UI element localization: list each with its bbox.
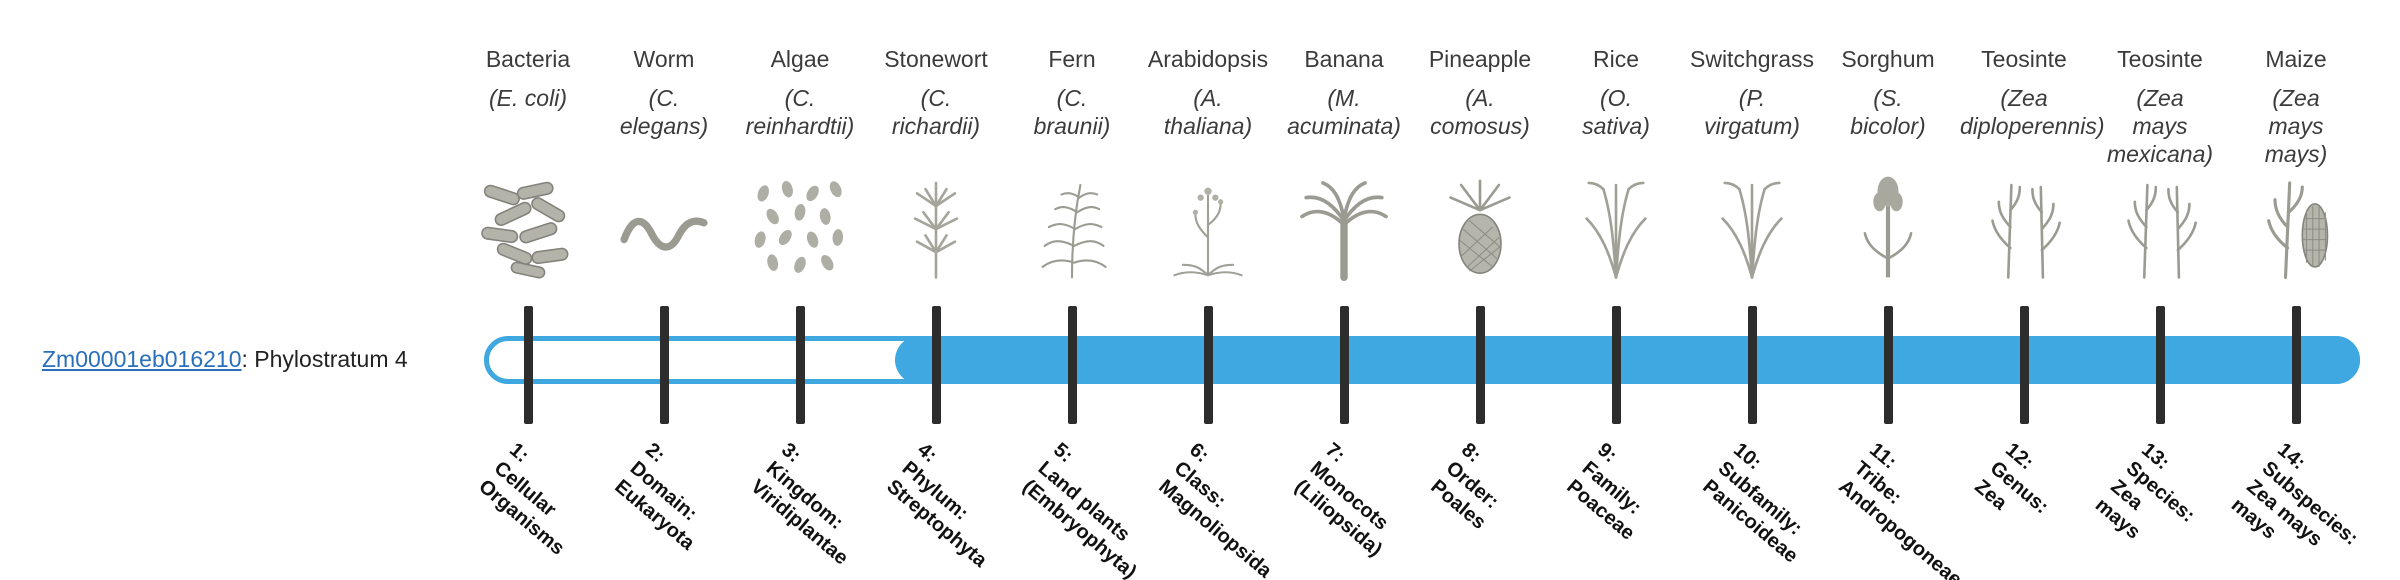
stratum-column: Teosinte (Zea mays mexicana) 13: Species:…: [2075, 0, 2245, 580]
arabidopsis-icon: [1156, 168, 1261, 286]
teosinte-icon: [1972, 168, 2077, 286]
stratum-label: 2: Domain: Eukaryota: [610, 438, 702, 555]
stratum-tick: [795, 306, 805, 424]
stratum-column: Maize (Zea mays mays) 14: Subspecies: Zea …: [2211, 0, 2381, 580]
organism-scientific-name: (M. acuminata): [1287, 85, 1401, 139]
organism-name: Arabidopsis: [1147, 46, 1269, 72]
teosinte-icon: [2108, 168, 2213, 286]
stratum-tick: [1747, 306, 1757, 424]
organism-scientific-name: (Zea mays mays): [2264, 85, 2328, 167]
stratum-tick: [659, 306, 669, 424]
gene-link[interactable]: Zm00001eb016210: [42, 346, 242, 372]
stratum-column: Fern (C. braunii) 5: Land plants (Embryoph…: [987, 0, 1157, 580]
organism-name: Switchgrass: [1690, 46, 1814, 72]
switchgrass-icon: [1700, 168, 1805, 286]
organism-scientific-name: (C. richardii): [891, 85, 981, 139]
banana-icon: [1292, 168, 1397, 286]
phylostratum-text: : Phylostratum 4: [241, 346, 408, 372]
stratum-column: Teosinte (Zea diploperennis) 12: Genus: Ze…: [1939, 0, 2109, 580]
stratum-column: Banana (M. acuminata) 7: Monocots (Liliops…: [1259, 0, 1429, 580]
stratum-tick: [1339, 306, 1349, 424]
organism-scientific-name: (C. reinhardtii): [745, 85, 855, 139]
stratum-column: Worm (C. elegans) 2: Domain: Eukaryota: [579, 0, 749, 580]
organism-scientific-name: (Zea diploperennis): [1960, 85, 2105, 139]
stratum-column: Algae (C. reinhardtii) 3: Kingdom: Viridip…: [715, 0, 885, 580]
stratum-label: 9: Family: Poaceae: [1562, 438, 1646, 545]
stratum-column: Rice (O. sativa) 9: Family: Poaceae: [1531, 0, 1701, 580]
rice-icon: [1564, 168, 1669, 286]
stratum-tick: [523, 306, 533, 424]
stratum-tick: [1067, 306, 1077, 424]
fern-icon: [1020, 168, 1125, 286]
stratum-column: Bacteria (E. coli) 1: Cellular Organisms: [443, 0, 613, 580]
organism-name: Teosinte: [1981, 46, 2067, 72]
maize-icon: [2244, 168, 2349, 286]
stratum-tick: [1611, 306, 1621, 424]
organism-scientific-name: (C. braunii): [1033, 85, 1111, 139]
stratum-column: Stonewort (C. richardii) 4: Phylum: Strept…: [851, 0, 1021, 580]
organism-name: Fern: [1048, 46, 1096, 72]
organism-scientific-name: (C. elegans): [619, 85, 709, 139]
stratum-column: Sorghum (S. bicolor) 11: Tribe: Andropogon…: [1803, 0, 1973, 580]
organism-scientific-name: (O. sativa): [1582, 85, 1650, 139]
stratum-tick: [2019, 306, 2029, 424]
gene-label: Zm00001eb016210: Phylostratum 4: [42, 346, 408, 373]
stratum-column: Arabidopsis (A. thaliana) 6: Class: Magnol…: [1123, 0, 1293, 580]
stonewort-icon: [884, 168, 989, 286]
organism-name: Stonewort: [884, 46, 988, 72]
organism-name: Teosinte: [2117, 46, 2203, 72]
organism-scientific-name: (E. coli): [489, 85, 567, 111]
organism-scientific-name: (A. comosus): [1430, 85, 1530, 139]
organism-name: Sorghum: [1841, 46, 1935, 72]
algae-icon: [748, 168, 853, 286]
organism-name: Maize: [2265, 46, 2327, 72]
stratum-label: 12: Genus: Zea: [1970, 438, 2053, 519]
organism-name: Algae: [770, 46, 830, 72]
organism-scientific-name: (Zea mays mexicana): [2106, 85, 2214, 167]
stratum-tick: [2155, 306, 2165, 424]
stratum-column: Pineapple (A. comosus) 8: Order: Poales: [1395, 0, 1565, 580]
stratum-column: Switchgrass (P. virgatum) 10: Subfamily: P…: [1667, 0, 1837, 580]
organism-name: Rice: [1592, 46, 1639, 72]
organism-scientific-name: (S. bicolor): [1850, 85, 1926, 139]
organism-name: Banana: [1304, 46, 1384, 72]
organism-scientific-name: (A. thaliana): [1163, 85, 1253, 139]
stratum-tick: [1203, 306, 1213, 424]
sorghum-icon: [1836, 168, 1941, 286]
organism-name: Bacteria: [485, 46, 571, 72]
stratum-tick: [1883, 306, 1893, 424]
organism-scientific-name: (P. virgatum): [1704, 85, 1800, 139]
stratum-tick: [2291, 306, 2301, 424]
bacteria-icon: [476, 168, 581, 286]
stratum-label: 8: Order: Poales: [1426, 438, 1503, 534]
stratum-label: 13: Species: Zea mays: [2090, 438, 2199, 544]
phylostratum-bar-fill: [895, 336, 2360, 384]
stratum-tick: [1475, 306, 1485, 424]
organism-name: Worm: [633, 46, 695, 72]
pineapple-icon: [1428, 168, 1533, 286]
organism-name: Pineapple: [1428, 46, 1532, 72]
worm-icon: [612, 168, 717, 286]
stratum-tick: [931, 306, 941, 424]
stratum-label: 14: Subspecies: Zea mays mays: [2226, 438, 2363, 551]
